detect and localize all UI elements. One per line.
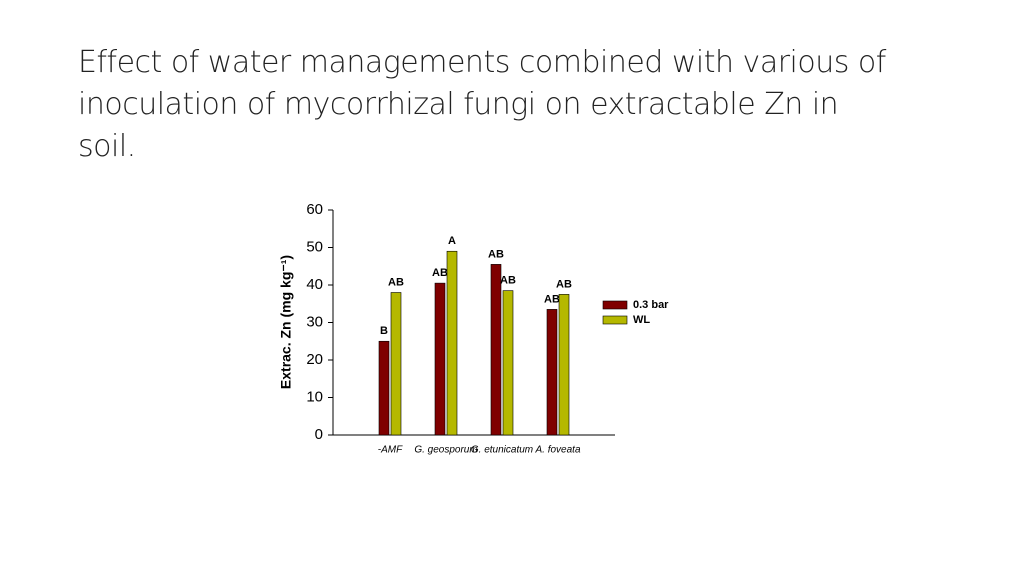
y-tick-label: 60 [306,201,323,218]
significance-label: AB [388,276,404,288]
y-tick-label: 10 [306,388,323,405]
bar [502,290,514,436]
significance-label: A [448,235,456,247]
y-tick-label: 0 [315,426,323,443]
bar [390,292,402,436]
y-tick-label: 40 [306,276,323,293]
y-axis-label: Extrac. Zn (mg kg⁻¹) [278,255,294,389]
significance-label: AB [488,248,504,260]
bar [546,309,558,436]
significance-label: B [380,325,388,337]
bar [434,282,446,436]
y-tick-label: 50 [306,238,323,255]
x-tick-label: A. foveata [534,445,580,456]
x-tick-label: G. geosporum [414,445,477,456]
bar [446,250,458,436]
significance-label: AB [500,275,516,287]
x-tick-label: G. etunicatum [471,445,533,456]
y-tick-label: 30 [306,313,323,330]
slide-title: Effect of water managements combined wit… [78,45,886,164]
legend-label: 0.3 bar [633,299,669,311]
significance-label: AB [556,278,572,290]
legend-swatch [602,300,628,310]
y-tick-label: 20 [306,351,323,368]
legend-label: WL [633,314,650,326]
x-tick-label: -AMF [378,445,403,456]
bar [490,264,502,436]
significance-label: AB [432,267,448,279]
bar [558,294,570,436]
significance-label: AB [544,293,560,305]
bar [378,340,390,436]
legend-swatch [602,315,628,325]
